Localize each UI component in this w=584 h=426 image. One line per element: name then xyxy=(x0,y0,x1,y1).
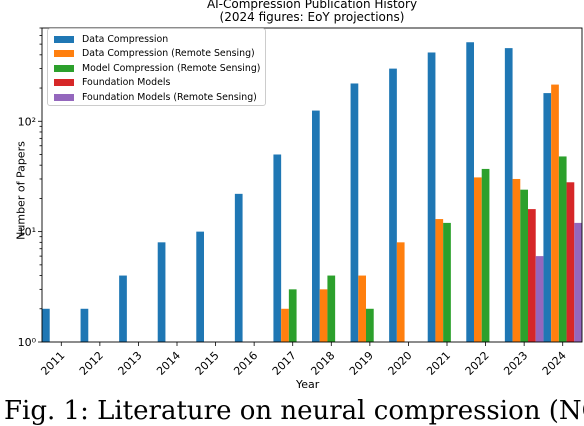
legend-label: Foundation Models xyxy=(82,77,171,89)
bar-data-compression-remote-sensing--2018 xyxy=(319,289,328,342)
bar-foundation-models-remote-sensing--2023 xyxy=(535,256,544,342)
legend-label: Model Compression (Remote Sensing) xyxy=(82,62,261,74)
bar-data-compression-2021 xyxy=(427,52,436,342)
x-axis-label: Year xyxy=(296,378,320,391)
bar-data-compression-2019 xyxy=(350,83,359,342)
bar-data-compression-remote-sensing--2022 xyxy=(474,177,482,342)
bar-data-compression-2017 xyxy=(273,154,282,342)
y-tick-label: 10⁰ xyxy=(18,336,37,349)
bar-data-compression-remote-sensing--2017 xyxy=(281,308,289,342)
bar-data-compression-2011 xyxy=(42,308,50,342)
bar-foundation-models-2024 xyxy=(566,182,575,342)
x-tick-label: 2017 xyxy=(270,349,299,378)
bar-foundation-models-remote-sensing--2024 xyxy=(574,222,582,342)
bar-model-compression-remote-sensing--2024 xyxy=(558,156,567,342)
legend-item: Foundation Models xyxy=(48,76,265,91)
bar-model-compression-remote-sensing--2019 xyxy=(366,308,374,342)
x-tick-label: 2022 xyxy=(463,349,492,378)
legend-swatch xyxy=(54,93,74,101)
bar-data-compression-2013 xyxy=(119,275,127,342)
figure-caption: Fig. 1: Literature on neural compression… xyxy=(4,396,584,426)
legend-swatch xyxy=(54,64,74,72)
bar-data-compression-remote-sensing--2019 xyxy=(358,275,366,342)
bar-data-compression-2014 xyxy=(157,242,166,342)
x-tick-label: 2018 xyxy=(308,349,337,378)
y-axis-label: Number of Papers xyxy=(14,141,28,240)
bar-data-compression-2016 xyxy=(234,193,243,342)
x-tick-label: 2014 xyxy=(154,349,183,378)
bar-model-compression-remote-sensing--2022 xyxy=(481,168,490,342)
legend-swatch xyxy=(54,35,74,43)
chart-title: AI-Compression Publication History xyxy=(206,0,418,11)
x-tick-label: 2016 xyxy=(231,349,260,378)
legend-label: Data Compression (Remote Sensing) xyxy=(82,48,255,60)
bar-data-compression-2015 xyxy=(196,231,204,342)
bar-data-compression-2022 xyxy=(466,42,474,343)
bar-data-compression-2024 xyxy=(543,93,552,342)
legend-item: Model Compression (Remote Sensing) xyxy=(48,61,265,76)
legend-swatch xyxy=(54,50,74,58)
x-tick-label: 2024 xyxy=(540,349,569,378)
bar-model-compression-remote-sensing--2017 xyxy=(288,289,297,342)
y-tick-label: 10² xyxy=(18,115,36,128)
bar-foundation-models-2023 xyxy=(528,209,536,342)
bar-data-compression-remote-sensing--2023 xyxy=(512,178,521,342)
x-tick-label: 2012 xyxy=(77,349,106,378)
legend: Data Compression Data Compression (Remote… xyxy=(47,28,266,106)
x-tick-label: 2020 xyxy=(386,349,415,378)
x-tick-label: 2023 xyxy=(501,349,530,378)
legend-item: Data Compression xyxy=(48,32,265,47)
legend-item: Data Compression (Remote Sensing) xyxy=(48,47,265,62)
bar-model-compression-remote-sensing--2023 xyxy=(520,189,528,342)
x-tick-label: 2021 xyxy=(424,349,453,378)
legend-item: Foundation Models (Remote Sensing) xyxy=(48,90,265,105)
bar-data-compression-2012 xyxy=(80,308,89,342)
x-tick-label: 2011 xyxy=(38,349,67,378)
y-tick-label: 10¹ xyxy=(18,226,36,239)
bar-data-compression-remote-sensing--2024 xyxy=(551,84,559,343)
bar-data-compression-2020 xyxy=(389,68,397,343)
legend-label: Foundation Models (Remote Sensing) xyxy=(82,91,257,103)
x-tick-label: 2015 xyxy=(193,349,222,378)
bar-data-compression-remote-sensing--2020 xyxy=(396,242,405,342)
bar-model-compression-remote-sensing--2021 xyxy=(443,222,451,342)
x-tick-label: 2013 xyxy=(116,349,145,378)
legend-swatch xyxy=(54,79,74,87)
legend-label: Data Compression xyxy=(82,33,169,45)
bar-data-compression-2018 xyxy=(312,110,320,342)
chart-subtitle: (2024 figures: EoY projections) xyxy=(219,10,405,24)
plot-frame xyxy=(41,27,583,343)
x-tick-label: 2019 xyxy=(347,349,376,378)
bar-data-compression-remote-sensing--2021 xyxy=(435,219,444,342)
bar-model-compression-remote-sensing--2018 xyxy=(327,275,336,342)
bar-data-compression-2023 xyxy=(504,48,513,343)
